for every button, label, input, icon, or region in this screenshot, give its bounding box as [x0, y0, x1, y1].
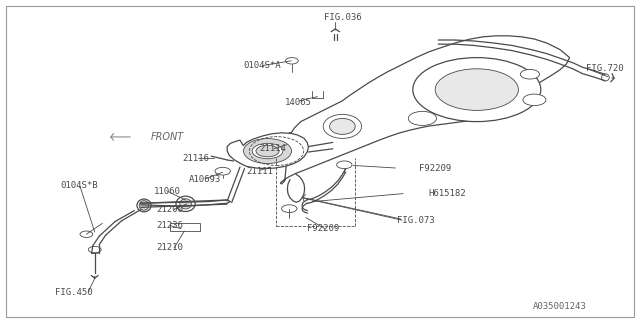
FancyBboxPatch shape: [6, 6, 634, 317]
Ellipse shape: [602, 74, 609, 81]
Text: FIG.036: FIG.036: [324, 13, 361, 22]
Ellipse shape: [243, 139, 292, 164]
Circle shape: [408, 111, 436, 125]
Text: A035001243: A035001243: [533, 302, 587, 311]
Circle shape: [80, 231, 93, 237]
Ellipse shape: [330, 118, 355, 134]
Ellipse shape: [180, 199, 191, 209]
Text: F92209: F92209: [307, 224, 339, 233]
Ellipse shape: [140, 201, 149, 210]
Circle shape: [523, 94, 546, 106]
Circle shape: [413, 58, 541, 122]
Polygon shape: [227, 133, 308, 169]
Text: 21116: 21116: [182, 154, 209, 163]
Polygon shape: [280, 36, 570, 184]
Circle shape: [282, 205, 297, 212]
Text: H615182: H615182: [429, 189, 467, 198]
Text: 21111: 21111: [246, 167, 273, 176]
Circle shape: [285, 58, 298, 64]
Text: F92209: F92209: [419, 164, 451, 172]
Circle shape: [256, 145, 279, 157]
Text: 0104S*A: 0104S*A: [243, 61, 281, 70]
Ellipse shape: [137, 199, 151, 212]
Ellipse shape: [252, 143, 283, 159]
Ellipse shape: [176, 196, 195, 212]
Text: FRONT: FRONT: [150, 132, 184, 142]
Bar: [170, 223, 200, 231]
Text: 21236: 21236: [157, 221, 184, 230]
Text: FIG.450: FIG.450: [55, 288, 92, 297]
Circle shape: [215, 167, 230, 175]
Text: 21210: 21210: [157, 244, 184, 252]
Text: A10693: A10693: [189, 175, 221, 184]
Circle shape: [88, 246, 101, 253]
Text: 14065: 14065: [285, 98, 312, 107]
Circle shape: [520, 69, 540, 79]
Ellipse shape: [323, 115, 362, 139]
Text: FIG.073: FIG.073: [397, 216, 435, 225]
Text: 21200: 21200: [157, 205, 184, 214]
Circle shape: [435, 69, 518, 110]
Text: 11060: 11060: [154, 188, 180, 196]
Circle shape: [337, 161, 352, 169]
Text: 0104S*B: 0104S*B: [61, 181, 99, 190]
Text: 21114: 21114: [259, 144, 286, 153]
Text: FIG.720: FIG.720: [586, 64, 623, 73]
